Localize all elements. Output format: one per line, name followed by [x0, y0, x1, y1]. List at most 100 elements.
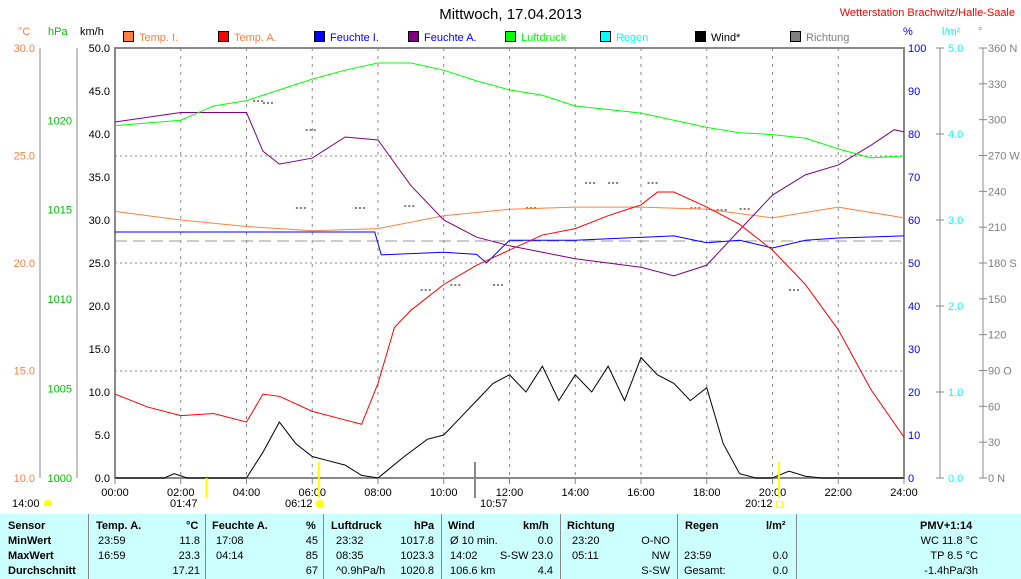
cell-p-time: ^0.9hPa/h: [336, 565, 386, 577]
sun-label-2: 01:47: [170, 498, 198, 510]
sun-label-1: 14:00: [12, 498, 40, 510]
legend-label: Temp. I.: [139, 32, 179, 44]
cell-t-val: 23.3: [178, 550, 200, 562]
legend-item: Luftdruck: [505, 31, 566, 44]
cell-r-time: Gesamt:: [684, 565, 726, 577]
header-direction: Richtung: [567, 520, 615, 532]
cell-w-time: Ø 10 min.: [450, 535, 498, 547]
cell-d-time: 05:11: [572, 550, 599, 562]
deg-axis-label: 210: [988, 222, 1006, 234]
hpa-axis-label: 1020: [48, 115, 72, 127]
hpa-axis-label: 1000: [48, 473, 72, 485]
cell-p-time: 08:35: [336, 550, 364, 562]
pct-axis-label: 40: [908, 301, 920, 313]
x-tick-label: 22:00: [824, 487, 852, 499]
x-tick-label: 00:00: [101, 487, 129, 499]
cell-x: TP 8.5 °C: [930, 550, 978, 562]
pct-axis-label: 10: [908, 430, 920, 442]
x-tick-label: 04:00: [233, 487, 261, 499]
rain-axis-label: 3.0: [948, 215, 963, 227]
legend-swatch: [218, 31, 229, 42]
deg-axis-label: 240: [988, 186, 1006, 198]
legend-swatch: [600, 31, 611, 42]
series-feuchte-i: [115, 231, 905, 264]
unit-percent: %: [903, 26, 913, 38]
legend-item: Regen: [600, 31, 648, 44]
kmh-axis-label: 35.0: [89, 172, 110, 184]
deg-axis-label: 180 S: [988, 258, 1017, 270]
cell-x: WC 11.8 °C: [920, 535, 978, 547]
temp-axis-label: 25.0: [14, 151, 35, 163]
legend-item: Feuchte I.: [314, 31, 379, 44]
deg-axis-label: 60: [988, 401, 1000, 413]
pct-axis-label: 50: [908, 258, 920, 270]
kmh-axis-label: 45.0: [89, 86, 110, 98]
station-name: Wetterstation Brachwitz/Halle-Saale: [839, 7, 1015, 19]
unit-degree: °: [978, 26, 983, 38]
x-tick-label: 24:00: [890, 487, 918, 499]
temp-axis-label: 20.0: [14, 258, 35, 270]
rain-axis-label: 4.0: [948, 129, 963, 141]
temp-axis-label: 10.0: [14, 473, 35, 485]
legend-label: Temp. A.: [234, 32, 277, 44]
deg-axis-label: 120: [988, 330, 1006, 342]
cell-r-val: 0.0: [772, 565, 788, 577]
cell-label: MinWert: [8, 535, 52, 547]
legend-swatch: [314, 31, 325, 42]
header-sensor: Sensor: [8, 520, 46, 532]
x-tick-label: 10:00: [430, 487, 458, 499]
sunrise-icon: [316, 500, 324, 508]
cell-d-val: S-SW: [641, 565, 670, 577]
cell-h-val: 45: [305, 535, 318, 547]
pct-axis-label: 90: [908, 86, 920, 98]
cell-p-val: 1023.3: [400, 550, 434, 562]
cell-d-val: NW: [651, 550, 670, 562]
cell-label: Durchschnitt: [8, 565, 76, 577]
header-pressure-unit: hPa: [414, 520, 435, 532]
cell-r-time: 23:59: [684, 550, 712, 562]
legend-swatch: [505, 31, 516, 42]
chart-title: Mittwoch, 17.04.2013: [439, 6, 582, 23]
header-wind-unit: km/h: [523, 520, 549, 532]
legend-item: Feuchte A.: [408, 31, 477, 44]
cell-p-val: 1017.8: [400, 535, 434, 547]
cell-t-val: 11.8: [179, 535, 200, 547]
cell-x: -1.4hPa/3h: [924, 565, 978, 577]
legend-swatch: [408, 31, 419, 42]
unit-celsius: °C: [18, 26, 31, 38]
temp-axis-label: 30.0: [14, 43, 35, 55]
rain-axis-label: 2.0: [948, 301, 963, 313]
series-temp-a: [114, 191, 905, 438]
legend-swatch: [695, 31, 706, 42]
kmh-axis-label: 5.0: [95, 430, 110, 442]
header-pressure: Luftdruck: [331, 520, 382, 532]
x-tick-label: 16:00: [627, 487, 655, 499]
pct-axis-label: 20: [908, 387, 920, 399]
kmh-axis-label: 40.0: [89, 129, 110, 141]
kmh-axis-label: 30.0: [89, 215, 110, 227]
deg-axis-label: 150: [988, 294, 1006, 306]
legend-label: Richtung: [806, 32, 850, 44]
legend-item: Richtung: [790, 31, 849, 44]
kmh-axis-label: 10.0: [89, 387, 110, 399]
header-pmv: PMV+1:14: [920, 520, 973, 532]
x-tick-label: 08:00: [364, 487, 392, 499]
legend-label: Regen: [616, 32, 649, 44]
x-tick-label: 02:00: [167, 487, 195, 499]
kmh-axis-label: 25.0: [89, 258, 110, 270]
legend-swatch: [790, 31, 801, 42]
cell-p-val: 1020.8: [400, 565, 434, 577]
pct-axis-label: 0: [908, 473, 914, 485]
unit-kmh: km/h: [80, 26, 104, 38]
sunset-icon: [44, 500, 52, 506]
kmh-axis-label: 50.0: [89, 43, 110, 55]
kmh-axis-label: 20.0: [89, 301, 110, 313]
sun-label-4: 10:57: [480, 498, 508, 510]
unit-hpa: hPa: [48, 26, 68, 38]
rain-axis-label: 0.0: [948, 473, 963, 485]
rain-axis-label: 1.0: [948, 387, 963, 399]
cell-t-time: 23:59: [98, 535, 126, 547]
pct-axis-label: 70: [908, 172, 920, 184]
cell-h-val: 85: [305, 550, 318, 562]
deg-axis-label: 300: [988, 115, 1006, 127]
